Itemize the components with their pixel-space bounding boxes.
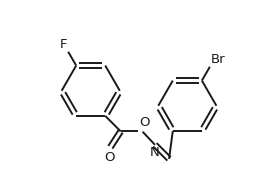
- Text: N: N: [150, 146, 160, 159]
- Text: O: O: [139, 116, 150, 129]
- Text: O: O: [104, 151, 115, 164]
- Text: Br: Br: [211, 53, 225, 66]
- Text: F: F: [60, 38, 67, 51]
